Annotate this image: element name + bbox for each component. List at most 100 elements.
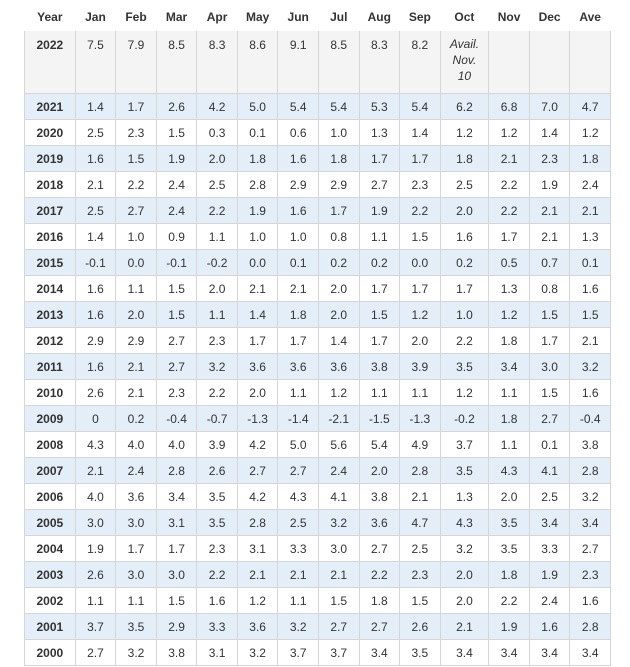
value-cell: 2.4 (155, 197, 198, 224)
value-cell: 2.9 (277, 171, 319, 198)
year-cell: 2000 (24, 639, 76, 666)
value-cell: 0.2 (439, 249, 490, 276)
year-cell: 2017 (24, 197, 76, 224)
note-line: Avail. (449, 37, 479, 51)
value-cell: 4.1 (528, 457, 571, 484)
value-cell: 2.5 (528, 483, 571, 510)
value-cell: 2.6 (196, 457, 238, 484)
table-row-2002: 2002 1.1 1.1 1.5 1.6 1.2 1.1 1.5 1.8 1.5 2.0 2.2 2.4… (24, 587, 611, 614)
value-cell: 2.4 (528, 587, 571, 614)
value-cell: 1.7 (399, 275, 441, 302)
value-cell: 1.6 (569, 379, 611, 406)
value-cell: 1.7 (358, 145, 401, 172)
value-cell: 2.0 (115, 301, 157, 328)
value-cell: 1.1 (115, 587, 157, 614)
value-cell: 3.2 (317, 509, 360, 536)
year-cell: 2011 (24, 353, 76, 380)
column-header-mar: Mar (155, 3, 198, 31)
value-cell: 1.3 (439, 483, 490, 510)
value-cell: 7.0 (528, 93, 571, 120)
value-cell: 0.1 (528, 431, 571, 458)
value-cell: 2.2 (358, 561, 401, 588)
value-cell: 1.2 (569, 119, 611, 146)
value-cell: 1.7 (528, 327, 571, 354)
empty-cell (528, 30, 571, 94)
value-cell: 3.5 (399, 639, 441, 666)
table-row-2004: 2004 1.9 1.7 1.7 2.3 3.1 3.3 3.0 2.7 2.5 3.2 3.5 3.3… (24, 535, 611, 562)
value-cell: 2.7 (317, 613, 360, 640)
table-row-2005: 2005 3.0 3.0 3.1 3.5 2.8 2.5 3.2 3.6 4.7 4.3 3.5 3.4… (24, 509, 611, 536)
value-cell: 1.1 (74, 587, 117, 614)
year-cell: 2021 (24, 93, 76, 120)
value-cell: 1.6 (196, 587, 238, 614)
value-cell: 3.0 (115, 561, 157, 588)
value-cell: 2.9 (317, 171, 360, 198)
value-cell: 3.9 (399, 353, 441, 380)
value-cell: 2.1 (236, 561, 279, 588)
value-cell: 2.8 (236, 509, 279, 536)
value-cell: 1.5 (155, 587, 198, 614)
table-row-2015: 2015 -0.1 0.0 -0.1 -0.2 0.0 0.1 0.2 0.2 0.0 0.2 0.5… (24, 249, 611, 276)
value-cell: 2.5 (74, 119, 117, 146)
value-cell: 4.0 (74, 483, 117, 510)
table-row-2012: 2012 2.9 2.9 2.7 2.3 1.7 1.7 1.4 1.7 2.0 2.2 1.8 1.7… (24, 327, 611, 354)
value-cell: 1.7 (358, 275, 401, 302)
value-cell: 1.1 (115, 275, 157, 302)
table-row-2006: 2006 4.0 3.6 3.4 3.5 4.2 4.3 4.1 3.8 2.1 1.3 2.0 2.5… (24, 483, 611, 510)
value-cell: 2.3 (399, 171, 441, 198)
value-cell: 1.5 (399, 587, 441, 614)
value-cell: 2.0 (317, 301, 360, 328)
value-cell: 1.8 (569, 145, 611, 172)
value-cell: 3.8 (358, 483, 401, 510)
value-cell: 2.2 (115, 171, 157, 198)
value-cell: 3.2 (236, 639, 279, 666)
value-cell: 8.5 (317, 30, 360, 94)
value-cell: 2.1 (488, 145, 530, 172)
value-cell: 3.2 (277, 613, 319, 640)
value-cell: 1.6 (439, 223, 490, 250)
value-cell: 2.7 (155, 353, 198, 380)
value-cell: 2.7 (115, 197, 157, 224)
value-cell: 3.0 (74, 509, 117, 536)
header-row: Year Jan Feb Mar Apr May Jun Jul Aug Sep Oct Nov Dec… (24, 3, 611, 31)
year-cell: 2001 (24, 613, 76, 640)
value-cell: 3.5 (488, 535, 530, 562)
table-row-2020: 2020 2.5 2.3 1.5 0.3 0.1 0.6 1.0 1.3 1.4 1.2 1.2 1.4… (24, 119, 611, 146)
column-header-jul: Jul (317, 3, 360, 31)
value-cell: 1.6 (277, 145, 319, 172)
value-cell: 3.6 (115, 483, 157, 510)
value-cell: 1.5 (155, 119, 198, 146)
value-cell: 3.0 (317, 535, 360, 562)
value-cell: 2.4 (317, 457, 360, 484)
value-cell: 2.0 (196, 275, 238, 302)
value-cell: 3.4 (358, 639, 401, 666)
table-row-2001: 2001 3.7 3.5 2.9 3.3 3.6 3.2 2.7 2.7 2.6 2.1 1.9 1.6… (24, 613, 611, 640)
value-cell: 3.7 (277, 639, 319, 666)
value-cell: 3.3 (277, 535, 319, 562)
year-cell: 2008 (24, 431, 76, 458)
value-cell: 1.7 (155, 535, 198, 562)
value-cell: 8.2 (399, 30, 441, 94)
value-cell: 4.9 (399, 431, 441, 458)
table-row-2008: 2008 4.3 4.0 4.0 3.9 4.2 5.0 5.6 5.4 4.9 3.7 1.1 0.1… (24, 431, 611, 458)
value-cell: 5.4 (358, 431, 401, 458)
value-cell: 3.5 (115, 613, 157, 640)
value-cell: 1.1 (196, 301, 238, 328)
table-row-2010: 2010 2.6 2.1 2.3 2.2 2.0 1.1 1.2 1.1 1.1 1.2 1.1 1.5… (24, 379, 611, 406)
value-cell: 6.2 (439, 93, 490, 120)
value-cell: 0.1 (236, 119, 279, 146)
value-cell: 1.9 (236, 197, 279, 224)
value-cell: 4.2 (196, 93, 238, 120)
value-cell: 1.8 (358, 587, 401, 614)
year-cell: 2016 (24, 223, 76, 250)
value-cell: 3.1 (196, 639, 238, 666)
year-cell: 2014 (24, 275, 76, 302)
value-cell: 0.7 (528, 249, 571, 276)
value-cell: 1.3 (569, 223, 611, 250)
value-cell: 2.6 (399, 613, 441, 640)
value-cell: 1.1 (196, 223, 238, 250)
table-row-2017: 2017 2.5 2.7 2.4 2.2 1.9 1.6 1.7 1.9 2.2 2.0 2.2 2.1… (24, 197, 611, 224)
value-cell: 2.0 (488, 483, 530, 510)
value-cell: 3.7 (317, 639, 360, 666)
value-cell: 2.1 (115, 379, 157, 406)
